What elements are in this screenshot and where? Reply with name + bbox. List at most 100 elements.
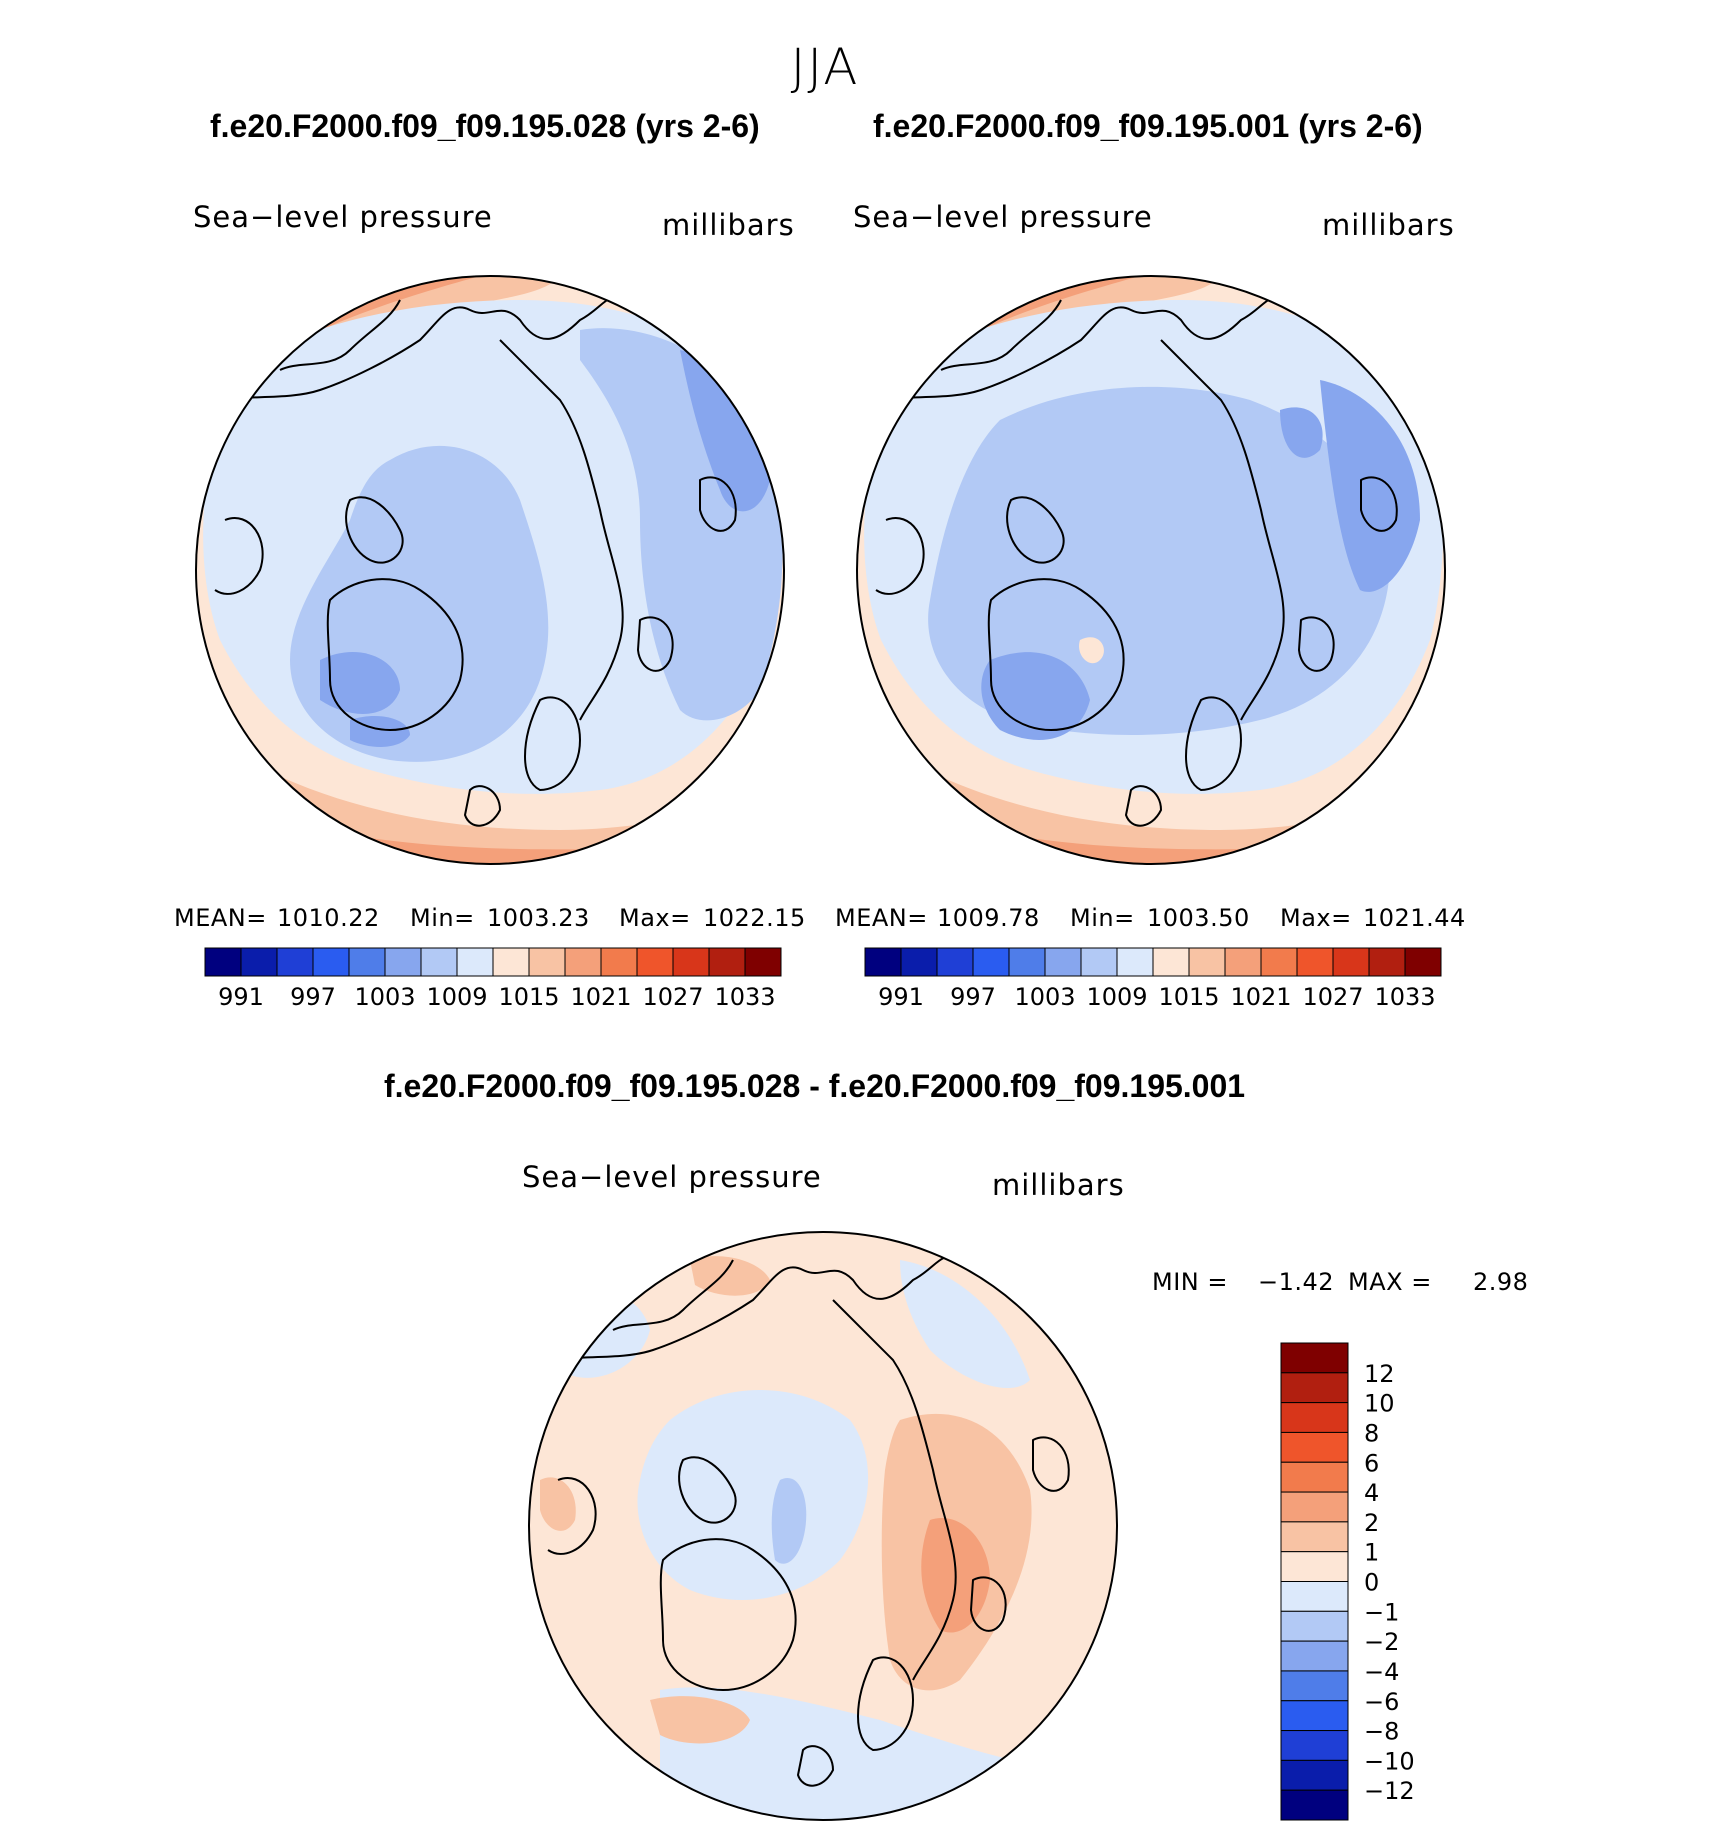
colorbar3-swatch (1280, 1789, 1349, 1821)
colorbar2-swatch (1008, 947, 1046, 977)
colorbar2-swatch (1224, 947, 1262, 977)
colorbar3-tick-label: −12 (1364, 1777, 1415, 1805)
panel3-min-label: MIN = (1152, 1268, 1228, 1296)
map1-field-low-south (350, 715, 410, 747)
colorbar3-tick-label: −2 (1364, 1628, 1399, 1656)
colorbar1-swatch (492, 947, 530, 977)
panel1-variable: Sea−level pressure (193, 200, 493, 234)
colorbar2-tick-label: 1009 (1086, 983, 1147, 1011)
colorbar1-swatch (384, 947, 422, 977)
map2-field-high-greenland (1079, 637, 1104, 664)
colorbar3-swatch (1280, 1491, 1349, 1523)
colorbar3-swatch (1280, 1759, 1349, 1791)
colorbar2-swatch (1152, 947, 1190, 977)
colorbar2-swatch (1188, 947, 1226, 977)
colorbar2-swatch (1296, 947, 1334, 977)
panel2-min-label: Min= (1070, 904, 1135, 932)
colorbar1-tick-label: 1009 (426, 983, 487, 1011)
colorbar3-tick-label: 6 (1364, 1449, 1379, 1477)
colorbar3-swatch (1280, 1640, 1349, 1672)
colorbar3-swatch (1280, 1372, 1349, 1404)
panel3-max-label: MAX = (1348, 1268, 1432, 1296)
colorbar1-swatch (600, 947, 638, 977)
colorbar3-swatch (1280, 1551, 1349, 1582)
colorbar1-swatch (744, 947, 782, 977)
colorbar-panel1: 991 997 1003 1009 1015 1021 1027 1033 (204, 947, 782, 1011)
panel1-mean-label: MEAN= (174, 904, 267, 932)
map1-field-low-east (680, 350, 770, 512)
colorbar1-tick-label: 1033 (714, 983, 775, 1011)
map3-boundary (528, 1231, 1118, 1821)
colorbar1-tick-label: 1027 (642, 983, 703, 1011)
colorbar1-tick-label: 991 (218, 983, 264, 1011)
colorbar1-tick-label: 1021 (570, 983, 631, 1011)
colorbar2-swatch (1044, 947, 1082, 977)
colorbar2-swatch (936, 947, 974, 977)
map2-field-low-south (981, 652, 1090, 740)
panel2-title: f.e20.F2000.f09_f09.195.001 (yrs 2-6) (873, 108, 1423, 144)
colorbar1-swatch (672, 947, 710, 977)
panel1-min-value: 1003.23 (487, 904, 590, 932)
panel2-mean-label: MEAN= (835, 904, 928, 932)
colorbar2-swatch (1116, 947, 1154, 977)
map1-coastlines (214, 296, 737, 827)
colorbar3-swatch (1280, 1431, 1349, 1463)
map3-field-pos-s (650, 1696, 750, 1744)
map2-coastlines (875, 296, 1398, 827)
colorbar3-tick-label: −10 (1364, 1747, 1415, 1775)
colorbar2-swatch (1332, 947, 1370, 977)
colorbar1-tick-label: 1003 (354, 983, 415, 1011)
map3-field-pos-w (540, 1477, 576, 1531)
colorbar1-swatch (276, 947, 314, 977)
colorbar3-swatch (1280, 1461, 1349, 1493)
colorbar2-swatch (1080, 947, 1118, 977)
colorbar1-swatch (456, 947, 494, 977)
panel3-min-value: −1.42 (1258, 1268, 1335, 1296)
colorbar2-swatch (1368, 947, 1406, 977)
colorbar2-tick-label: 1033 (1374, 983, 1435, 1011)
colorbar2-swatch (900, 947, 938, 977)
map1 (195, 275, 785, 865)
colorbar1-tick-label: 1015 (498, 983, 559, 1011)
map3-field-neg-ne (900, 1260, 1030, 1389)
colorbar2-swatch (864, 947, 902, 977)
map2-field-low-main (928, 386, 1390, 735)
colorbar1-swatch (420, 947, 458, 977)
colorbar2-tick-label: 1027 (1302, 983, 1363, 1011)
colorbar3-swatch (1280, 1730, 1349, 1761)
panel3-variable: Sea−level pressure (522, 1160, 822, 1194)
colorbar2-tick-label: 1021 (1230, 983, 1291, 1011)
panel1-title: f.e20.F2000.f09_f09.195.028 (yrs 2-6) (210, 108, 760, 144)
panel1-mean-value: 1010.22 (277, 904, 380, 932)
colorbar3-tick-label: 12 (1364, 1360, 1395, 1388)
colorbar1-swatch (204, 947, 242, 977)
panel1-max-label: Max= (619, 904, 691, 932)
colorbar3-tick-label: −1 (1364, 1598, 1399, 1626)
colorbar3-swatch (1280, 1581, 1349, 1612)
colorbar3-tick-label: 8 (1364, 1419, 1379, 1447)
colorbar1-swatch (708, 947, 746, 977)
colorbar3-swatch (1280, 1700, 1349, 1732)
panel2-max-value: 1021.44 (1363, 904, 1466, 932)
colorbar1-swatch (528, 947, 566, 977)
colorbar1-tick-label: 997 (290, 983, 336, 1011)
colorbar3-swatch (1280, 1342, 1349, 1374)
panel1-max-value: 1022.15 (703, 904, 806, 932)
colorbar1-swatch (240, 947, 278, 977)
panel3-units: millibars (992, 1168, 1125, 1202)
map2-field-low-east (1320, 380, 1420, 592)
colorbar1-swatch (312, 947, 350, 977)
colorbar1-swatch (564, 947, 602, 977)
panel1-min-label: Min= (410, 904, 475, 932)
map2-boundary (856, 275, 1446, 865)
colorbar3-tick-label: 4 (1364, 1479, 1379, 1507)
colorbar3-tick-label: −8 (1364, 1718, 1399, 1746)
colorbar3-swatch (1280, 1670, 1349, 1702)
figure-title: JJA (790, 38, 860, 96)
colorbar3-tick-label: 1 (1364, 1539, 1379, 1567)
colorbar2-swatch (972, 947, 1010, 977)
colorbar1-swatch (348, 947, 386, 977)
colorbar3-swatch (1280, 1610, 1349, 1642)
